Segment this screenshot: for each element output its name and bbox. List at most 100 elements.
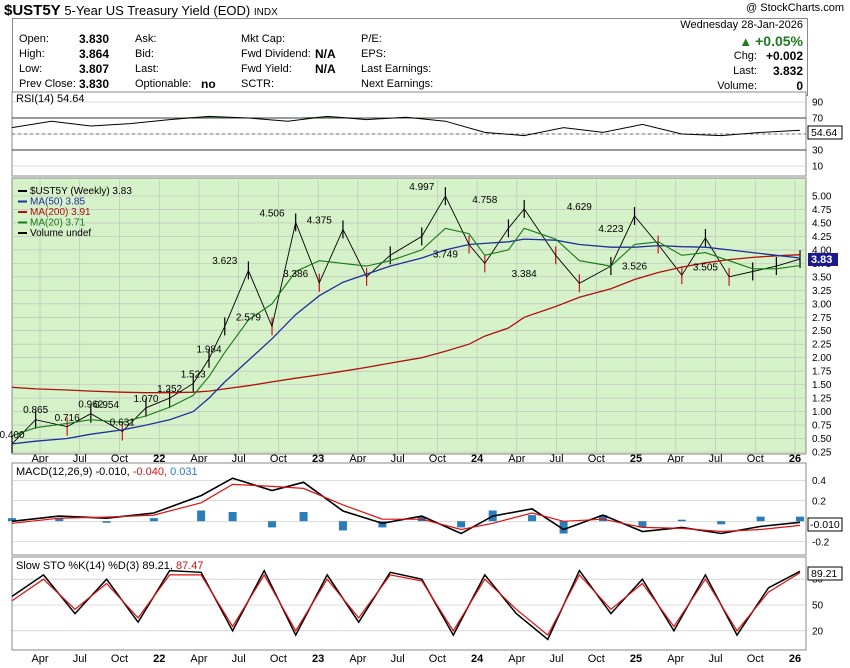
- macd-grid: [12, 479, 806, 543]
- time-tick-label: Apr: [667, 453, 684, 465]
- open-value: 3.830: [79, 32, 110, 46]
- chart-title: $UST5Y 5-Year US Treasury Yield (EOD) IN…: [4, 2, 278, 19]
- macd-label-hist: 0.031: [170, 466, 198, 478]
- macd-histogram-bar: [599, 515, 607, 522]
- time-tick-label: Jul: [391, 653, 405, 665]
- macd-histogram-bar: [378, 521, 387, 528]
- price-annotation: 3.526: [622, 261, 647, 272]
- time-tick-label: Oct: [588, 453, 605, 465]
- price-annotation: 4.223: [598, 224, 623, 235]
- sto-d-line: [11, 572, 801, 637]
- macd-histogram-bar: [717, 521, 726, 525]
- last-earnings-label: Last Earnings:: [361, 63, 432, 75]
- macd-label: MACD(12,26,9) -0.010, -0.040, 0.031: [16, 466, 198, 478]
- price-annotation: 0.631: [110, 417, 135, 428]
- macd-histogram-bar: [149, 518, 158, 522]
- macd-histogram-bar: [299, 512, 308, 522]
- time-tick-label: Oct: [111, 453, 128, 465]
- time-tick-label: Jul: [708, 453, 722, 465]
- sto-panel-frame: [11, 556, 807, 651]
- rsi-current-value: 54.64: [811, 127, 837, 139]
- eps-label: EPS:: [361, 48, 387, 60]
- tick-label: 2.75: [812, 313, 832, 324]
- change-percent: ▲ +0.05%: [739, 33, 803, 49]
- rsi-line: [11, 115, 801, 137]
- sto-k-line: [11, 568, 801, 641]
- time-tick-label: Oct: [111, 653, 128, 665]
- price-axis: 5.004.754.504.254.003.753.503.253.002.75…: [812, 192, 832, 459]
- tick-label: 4.75: [812, 205, 832, 216]
- time-tick-label: 23: [312, 653, 324, 665]
- price-annotation: 1.984: [196, 345, 221, 356]
- open-label: Open:: [19, 33, 49, 45]
- tick-label: 50: [812, 601, 824, 612]
- macd-histogram-bar: [338, 521, 347, 531]
- macd-histogram-bar: [756, 516, 765, 522]
- time-tick-label: Jul: [73, 653, 87, 665]
- time-tick-label: Jul: [73, 453, 87, 465]
- time-tick-label: Apr: [349, 653, 366, 665]
- macd-histogram-bar: [197, 510, 206, 522]
- tick-label: 90: [812, 98, 824, 109]
- time-tick-label: 25: [630, 653, 642, 665]
- watermark[interactable]: @ StockCharts.com: [746, 2, 844, 14]
- sto-current-tag: [807, 566, 843, 581]
- tick-label: 1.75: [812, 367, 832, 378]
- ma20-line: [11, 227, 801, 437]
- time-tick-label: Oct: [747, 453, 764, 465]
- fwd-yield-value: N/A: [315, 62, 336, 76]
- tick-label: 3.00: [812, 299, 832, 310]
- time-tick-label: 26: [789, 453, 801, 465]
- tick-label: 3.50: [812, 272, 832, 283]
- rsi-panel: 9070503010 RSI(14) 54.64 54.64: [11, 91, 843, 177]
- price-annotation: 3.749: [433, 249, 458, 260]
- tick-label: 10: [812, 162, 824, 173]
- price-annotation: 0.954: [94, 400, 119, 411]
- tick-label: 4.50: [812, 218, 832, 229]
- quote-date: Wednesday 28-Jan-2026: [680, 19, 803, 31]
- rsi-grid: [12, 101, 806, 167]
- price-panel: 0.4000.8650.7160.9620.9540.6311.0701.252…: [0, 177, 838, 459]
- price-panel-frame: [11, 177, 807, 455]
- legend-label: MA(200) 3.91: [30, 207, 91, 218]
- macd-line: [11, 477, 801, 535]
- time-tick-label: Oct: [270, 453, 287, 465]
- time-tick-label: 25: [630, 453, 642, 465]
- tick-label: -0.2: [812, 537, 830, 548]
- sto-label-main: Slow STO %K(14) %D(3) 89.21,: [16, 560, 173, 572]
- time-tick-label: 22: [153, 453, 165, 465]
- symbol-label: $UST5Y: [4, 2, 61, 19]
- tick-label: 0.2: [812, 496, 826, 507]
- macd-axis: 0.40.20.0-0.2: [812, 476, 830, 549]
- macd-label-main: MACD(12,26,9) -0.010,: [16, 466, 130, 478]
- macd-histogram-bar: [457, 521, 466, 528]
- time-tick-label: Jul: [550, 653, 564, 665]
- ma50-line: [11, 238, 801, 445]
- price-line: [11, 195, 801, 445]
- last-label: Last:: [135, 63, 159, 75]
- price-current-value: 3.83: [811, 254, 832, 266]
- time-tick-label: 23: [312, 453, 324, 465]
- volume-value: 0: [796, 79, 803, 93]
- price-annotation: 3.505: [693, 263, 718, 274]
- chg-value: +0.002: [765, 49, 803, 63]
- time-tick-label: Apr: [31, 653, 48, 665]
- time-axis-mid: Apr Jul Oct 22 Apr Jul Oct 23 Apr Jul Oct 24 Apr Jul O…: [31, 453, 801, 465]
- price-annotation: 4.629: [567, 202, 592, 213]
- ma200-line: [11, 254, 801, 394]
- price-bars: [11, 187, 801, 453]
- rsi-current-tag: [807, 125, 843, 140]
- tick-label: 70: [812, 114, 824, 125]
- price-annotation: 1.070: [133, 394, 158, 405]
- tick-label: 2.50: [812, 326, 832, 337]
- tick-label: 3.25: [812, 286, 832, 297]
- macd-histogram-bar: [228, 512, 237, 522]
- prev-close-value: 3.830: [79, 77, 110, 91]
- macd-histogram-bar: [102, 521, 111, 523]
- legend-label: MA(50) 3.85: [30, 197, 85, 208]
- optionable-value: no: [201, 77, 216, 91]
- macd-histogram-bar: [559, 521, 568, 534]
